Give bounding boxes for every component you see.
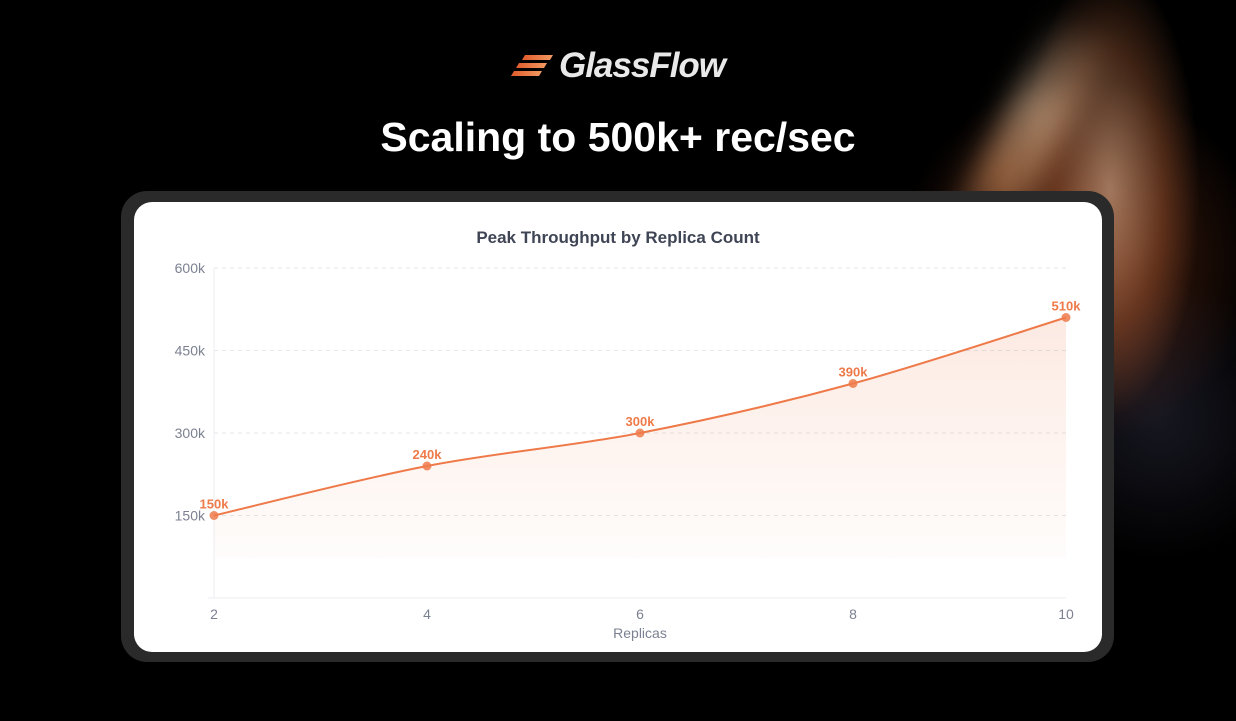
x-tick-label: 8 [849,606,857,622]
data-label: 390k [839,365,869,380]
brand-logo: GlassFlow [0,44,1236,88]
throughput-chart: Peak Throughput by Replica Count 150k 300k… [175,228,1082,641]
y-tick-label: 450k [175,343,206,359]
x-tick-label: 4 [423,606,431,622]
x-tick-label: 10 [1058,606,1074,622]
x-tick-label: 6 [636,606,644,622]
page-headline: Scaling to 500k+ rec/sec [380,114,856,160]
y-tick-label: 300k [175,425,206,441]
data-point [422,461,432,471]
x-axis-label: Replicas [613,625,667,641]
chart-card: Peak Throughput by Replica Count 150k 300k… [134,202,1102,652]
data-label: 150k [200,497,230,512]
data-label: 240k [413,447,443,462]
x-tick-label: 2 [210,606,218,622]
data-point [1061,313,1071,322]
y-tick-label: 150k [175,508,206,524]
series-area [214,317,1066,558]
chart-title: Peak Throughput by Replica Count [476,228,760,247]
brand-name: GlassFlow [558,46,726,85]
data-point [209,511,219,520]
data-point [848,379,858,388]
data-label: 510k [1052,299,1082,314]
data-label: 300k [626,414,656,429]
y-tick-label: 600k [175,260,206,276]
glassflow-logo-icon [510,55,553,76]
data-point [635,428,645,438]
